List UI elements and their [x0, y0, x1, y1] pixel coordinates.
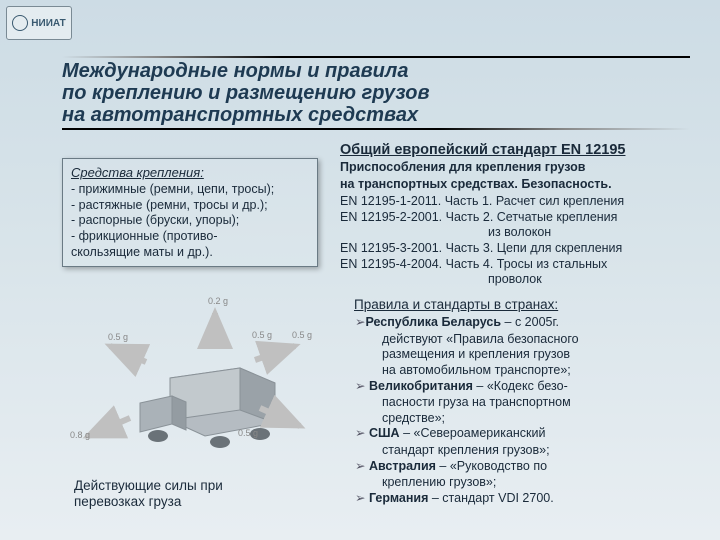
standard-line: проволок: [340, 272, 702, 288]
standard-title: Общий европейский стандарт EN 12195: [340, 142, 702, 158]
rule-australia: ➢ Австралия – «Руководство по: [354, 459, 700, 475]
truck-svg: [60, 288, 320, 468]
standard-block: Общий европейский стандарт EN 12195 Прис…: [340, 142, 702, 288]
standard-line: EN 12195-2-2001. Часть 2. Сетчатые крепл…: [340, 210, 702, 226]
standard-line: EN 12195-4-2004. Часть 4. Тросы из сталь…: [340, 257, 702, 273]
country-rules-block: Правила и стандарты в странах: ➢Республи…: [354, 297, 700, 508]
logo-icon: [12, 15, 28, 31]
means-item: - растяжные (ремни, тросы и др.);: [71, 198, 309, 214]
title-underline: [62, 128, 690, 130]
g-label: 0.5 g: [292, 330, 312, 340]
standard-line: EN 12195-3-2001. Часть 3. Цепи для скреп…: [340, 241, 702, 257]
rule-line: размещения и крепления грузов: [354, 347, 700, 363]
rule-line: средстве»;: [354, 411, 700, 427]
caption-line: Действующие силы при: [74, 478, 223, 494]
g-label: 0.5 g: [238, 428, 258, 438]
means-item: скользящие маты и др.).: [71, 245, 309, 261]
rule-uk: ➢ Великобритания – «Кодекс безо-: [354, 379, 700, 395]
caption-line: перевозках груза: [74, 494, 223, 510]
g-label: 0.5 g: [252, 330, 272, 340]
means-item: - распорные (бруски, упоры);: [71, 213, 309, 229]
g-label: 0.5 g: [108, 332, 128, 342]
rule-usa: ➢ США – «Североамериканский: [354, 426, 700, 442]
logo-text: НИИАТ: [31, 18, 65, 29]
forces-diagram: 0.2 g 0.5 g 0.5 g 0.8 g 0.5 g 0.5 g: [60, 288, 320, 468]
means-box: Средства крепления: - прижимные (ремни, …: [62, 158, 318, 267]
means-title: Средства крепления:: [71, 165, 309, 180]
title-overline: [62, 56, 690, 58]
title-block: Международные нормы и правила по креплен…: [62, 56, 690, 130]
g-label: 0.2 g: [208, 296, 228, 306]
rule-line: на автомобильном транспорте»;: [354, 363, 700, 379]
page-title-l1: Международные нормы и правила: [62, 60, 690, 82]
means-item: - прижимные (ремни, цепи, тросы);: [71, 182, 309, 198]
means-item: - фрикционные (противо-: [71, 229, 309, 245]
standard-line: EN 12195-1-2011. Часть 1. Расчет сил кре…: [340, 194, 702, 210]
g-label: 0.8 g: [70, 430, 90, 440]
rule-germany: ➢ Германия – стандарт VDI 2700.: [354, 491, 700, 507]
standard-subtitle: на транспортных средствах. Безопасность.: [340, 177, 702, 192]
logo-badge: НИИАТ: [6, 6, 72, 40]
rule-line: пасности груза на транспортном: [354, 395, 700, 411]
rule-line: стандарт крепления грузов»;: [354, 443, 700, 459]
page-title-l2: по креплению и размещению грузов: [62, 82, 690, 104]
rules-title: Правила и стандарты в странах:: [354, 297, 700, 312]
page-title-l3: на автотранспортных средствах: [62, 104, 690, 126]
rule-line: креплению грузов»;: [354, 475, 700, 491]
rule-line: действуют «Правила безопасного: [354, 332, 700, 348]
rule-belarus: ➢Республика Беларусь – с 2005г.: [354, 315, 700, 331]
standard-subtitle: Приспособления для крепления грузов: [340, 160, 702, 175]
standard-line: из волокон: [340, 225, 702, 241]
diagram-caption: Действующие силы при перевозках груза: [74, 478, 223, 509]
